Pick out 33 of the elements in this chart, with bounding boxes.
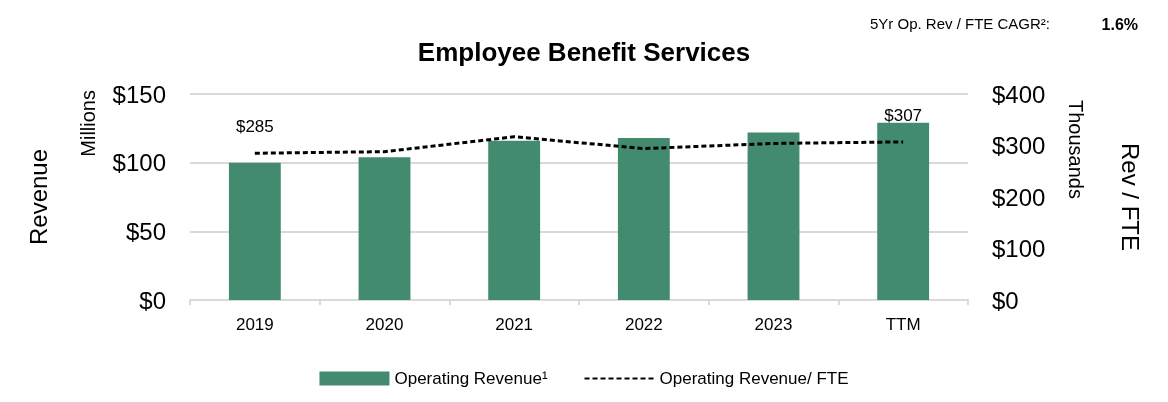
legend-label: Operating Revenue/ FTE [659, 369, 849, 388]
y2-tick-label: $300 [992, 132, 1046, 159]
bar [358, 157, 411, 300]
y-tick-label: $100 [112, 149, 166, 177]
y-tick-label: $0 [139, 286, 166, 314]
bar [617, 137, 670, 300]
text: 5Yr Op. Rev / FTE CAGR²: [869, 15, 1050, 32]
data-label: $285 [235, 117, 274, 137]
text: Thousands [1065, 100, 1087, 199]
text: Millions [77, 90, 99, 157]
y2-tick-label: $0 [992, 286, 1019, 314]
y2-tick-label: $200 [992, 183, 1046, 211]
chart-title: Employee Benefit Services [417, 37, 751, 67]
y-tick-label: $150 [112, 80, 166, 108]
bar [877, 122, 930, 300]
bar [488, 140, 541, 300]
x-tick-label: 2019 [235, 315, 274, 334]
x-tick-label: TTM [885, 315, 921, 334]
line-series [253, 135, 905, 155]
x-tick-label: 2021 [495, 315, 534, 334]
y2-tick-label: $100 [992, 235, 1046, 262]
y-tick-label: $50 [125, 217, 166, 245]
bar [228, 162, 281, 300]
x-tick-label: 2020 [365, 315, 404, 334]
y2-axis-title: Rev / FTE [1116, 142, 1144, 252]
y2-tick-label: $400 [992, 80, 1046, 108]
text: 1.6% [1101, 15, 1138, 33]
x-tick-label: 2022 [624, 315, 663, 334]
data-label: $307 [884, 105, 923, 125]
x-tick-label: 2023 [754, 315, 793, 334]
legend-label: Operating Revenue¹ [394, 369, 548, 388]
bar [747, 132, 800, 300]
y-axis-title: Revenue [24, 148, 52, 246]
